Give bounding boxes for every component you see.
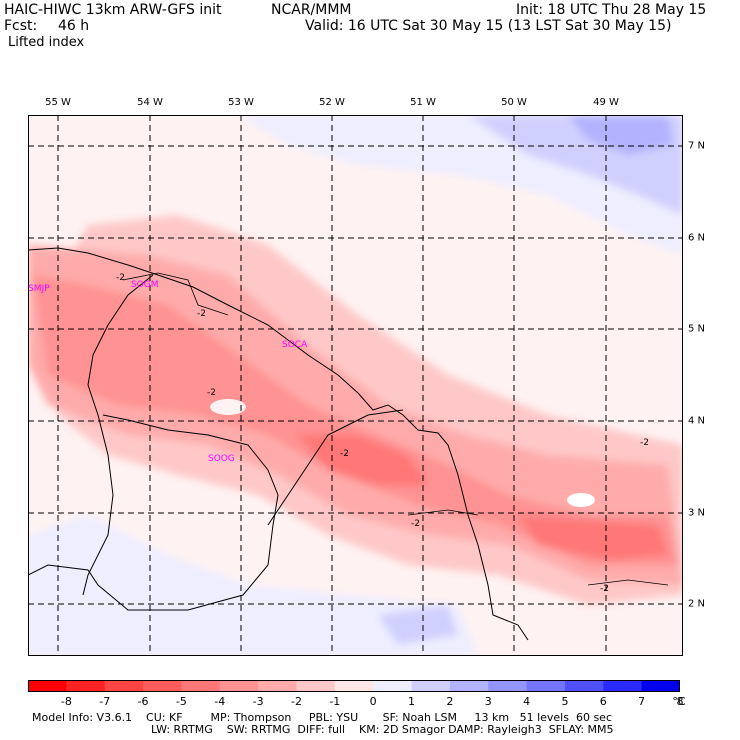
lat-label: 7 N xyxy=(688,140,706,152)
station-label: SOGM xyxy=(131,280,159,290)
colorbar-swatch xyxy=(181,680,221,692)
contour-label: -2 xyxy=(340,449,349,459)
lat-label: 2 N xyxy=(688,598,706,610)
colorbar-tick-label: 5 xyxy=(561,695,569,708)
colorbar-swatch xyxy=(603,680,643,692)
colorbar-swatch xyxy=(104,680,144,692)
colorbar-swatch xyxy=(258,680,297,692)
contour-label: -2 xyxy=(207,388,216,398)
colorbar-swatch xyxy=(488,680,528,692)
colorbar-swatch xyxy=(526,680,566,692)
forecast-label: Fcst: xyxy=(4,18,38,34)
lon-label: 51 W xyxy=(410,97,436,108)
unstable-region xyxy=(298,435,428,485)
colorbar-tick-label: 2 xyxy=(446,695,454,708)
colorbar xyxy=(28,680,680,692)
neutral-pocket xyxy=(567,493,595,507)
map-frame xyxy=(28,115,683,656)
colorbar-tick-label: -2 xyxy=(290,695,302,708)
lon-label: 50 W xyxy=(501,97,527,108)
graticule xyxy=(28,115,683,656)
field-name: Lifted index xyxy=(8,35,85,50)
colorbar-tick-label: 7 xyxy=(638,695,646,708)
colorbar-tick-label: 4 xyxy=(523,695,531,708)
lat-label: 3 N xyxy=(688,507,706,519)
coastline xyxy=(28,247,529,641)
colorbar-swatch xyxy=(373,680,413,692)
model-info-line1: Model Info: V3.6.1 CU: KF MP: Thompson P… xyxy=(32,711,612,724)
lon-label: 54 W xyxy=(137,97,163,108)
colorbar-swatch xyxy=(641,680,680,692)
station-label: SOOG xyxy=(208,454,235,464)
contour-label: -2 xyxy=(640,438,649,448)
lat-label: 6 N xyxy=(688,232,706,244)
lon-label: 52 W xyxy=(319,97,345,108)
unstable-region xyxy=(518,515,668,560)
colorbar-tick-label: 6 xyxy=(599,695,607,708)
init-time: Init: 18 UTC Thu 28 May 15 xyxy=(516,2,707,18)
lon-label: 49 W xyxy=(593,97,619,108)
forecast-hour: 46 h xyxy=(58,18,90,34)
unstable-region xyxy=(33,275,678,565)
colorbar-swatch xyxy=(449,680,489,692)
colorbar-tick-label: -4 xyxy=(214,695,226,708)
stable-region xyxy=(28,515,478,656)
colorbar-swatch xyxy=(296,680,336,692)
valid-time: Valid: 16 UTC Sat 30 May 15 (13 LST Sat … xyxy=(305,18,672,34)
colorbar-swatch xyxy=(66,680,106,692)
model-info-line2: LW: RRTMG SW: RRTMG DIFF: full KM: 2D Sm… xyxy=(151,723,614,736)
colorbar-tick-label: 0 xyxy=(369,695,377,708)
lat-label: 4 N xyxy=(688,415,706,427)
model-title: HAIC-HIWC 13km ARW-GFS init xyxy=(4,2,222,18)
lat-label: 5 N xyxy=(688,323,706,335)
station-label: SOCA xyxy=(282,340,308,350)
border-line xyxy=(28,414,279,611)
colorbar-swatch xyxy=(334,680,374,692)
colorbar-swatch xyxy=(411,680,451,692)
colorbar-swatch xyxy=(219,680,259,692)
contour-line xyxy=(587,579,669,586)
lifted-index-map xyxy=(28,115,683,656)
center-title: NCAR/MMM xyxy=(271,2,352,18)
colorbar-tick-label: -3 xyxy=(252,695,264,708)
contour-label: -2 xyxy=(600,584,609,594)
border-line xyxy=(82,274,154,596)
colorbar-tick-label: -6 xyxy=(137,695,149,708)
colorbar-tick-label: -8 xyxy=(60,695,72,708)
neutral-pocket xyxy=(210,399,246,415)
colorbar-tick-label: -5 xyxy=(175,695,187,708)
colorbar-swatch xyxy=(564,680,604,692)
lon-label: 55 W xyxy=(45,97,71,108)
border-line xyxy=(267,409,404,526)
colorbar-tick-label: 1 xyxy=(408,695,416,708)
contour-label: -2 xyxy=(116,273,125,283)
contour-line xyxy=(122,272,229,316)
station-label: SMJP xyxy=(28,284,50,294)
colorbar-unit: °C xyxy=(672,695,686,708)
colorbar-frame xyxy=(28,680,680,692)
colorbar-swatch xyxy=(143,680,182,692)
contour-label: -2 xyxy=(411,519,420,529)
colorbar-tick-label: -7 xyxy=(99,695,111,708)
stable-region xyxy=(568,115,673,155)
colorbar-tick-label: -1 xyxy=(329,695,341,708)
contour-label: -2 xyxy=(197,309,206,319)
colorbar-swatch xyxy=(28,680,67,692)
colorbar-tick-label: 3 xyxy=(484,695,492,708)
stable-region xyxy=(378,605,458,645)
lon-label: 53 W xyxy=(228,97,254,108)
colorbar-tick-label: 8 xyxy=(676,695,684,708)
